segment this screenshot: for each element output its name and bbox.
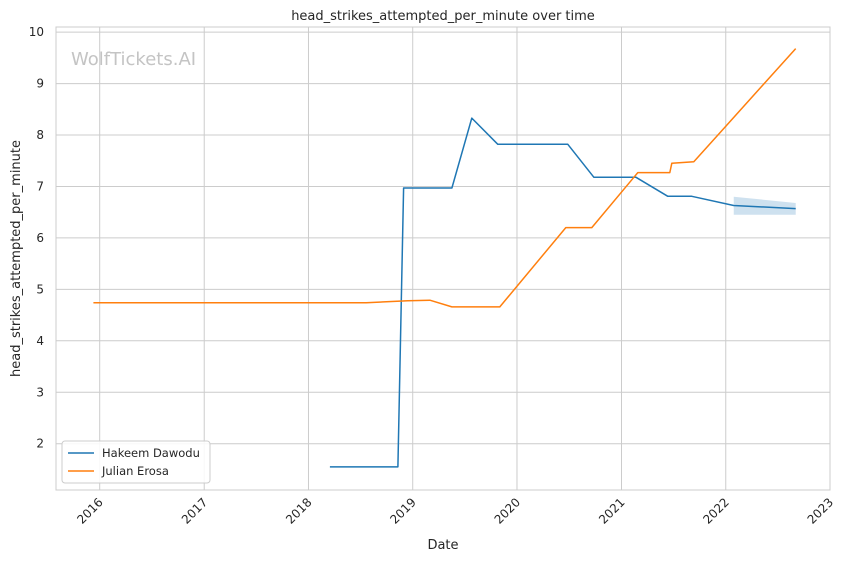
legend-label: Julian Erosa xyxy=(101,464,169,478)
series-lines xyxy=(93,48,797,468)
grid xyxy=(56,27,831,490)
x-tick-label: 2018 xyxy=(283,495,314,526)
x-tick-label: 2017 xyxy=(179,495,210,526)
legend-label: Hakeem Dawodu xyxy=(102,446,200,460)
x-tick-label: 2022 xyxy=(700,495,731,526)
x-tick-label: 2016 xyxy=(74,495,105,526)
y-tick-label: 5 xyxy=(36,282,44,296)
y-tick-label: 3 xyxy=(36,385,44,399)
chart-title: head_strikes_attempted_per_minute over t… xyxy=(291,9,595,24)
x-axis-label: Date xyxy=(427,538,458,553)
x-tick-label: 2020 xyxy=(492,495,523,526)
confidence-band xyxy=(733,196,796,215)
confidence-bands xyxy=(733,196,796,215)
y-tick-label: 10 xyxy=(29,25,44,39)
series-line xyxy=(93,48,797,308)
legend: Hakeem Dawodu Julian Erosa xyxy=(61,440,211,484)
y-tick-label: 4 xyxy=(36,334,44,348)
y-tick-label: 2 xyxy=(36,437,44,451)
y-axis-ticks: 2 3 4 5 6 7 8 9 10 xyxy=(29,25,44,451)
y-tick-label: 6 xyxy=(36,231,44,245)
y-tick-label: 8 xyxy=(36,128,44,142)
x-tick-label: 2021 xyxy=(596,495,627,526)
x-tick-label: 2019 xyxy=(387,495,418,526)
y-axis-label: head_strikes_attempted_per_minute xyxy=(9,140,24,377)
x-tick-label: 2023 xyxy=(805,495,836,526)
y-tick-label: 9 xyxy=(36,77,44,91)
x-axis-ticks: 2016 2017 2018 2019 2020 2021 2022 2023 xyxy=(74,495,836,526)
y-tick-label: 7 xyxy=(36,179,44,193)
series-line xyxy=(329,117,796,468)
plot-frame xyxy=(55,26,831,491)
legend-box xyxy=(61,440,211,484)
watermark-text: WolfTickets.AI xyxy=(71,49,196,70)
